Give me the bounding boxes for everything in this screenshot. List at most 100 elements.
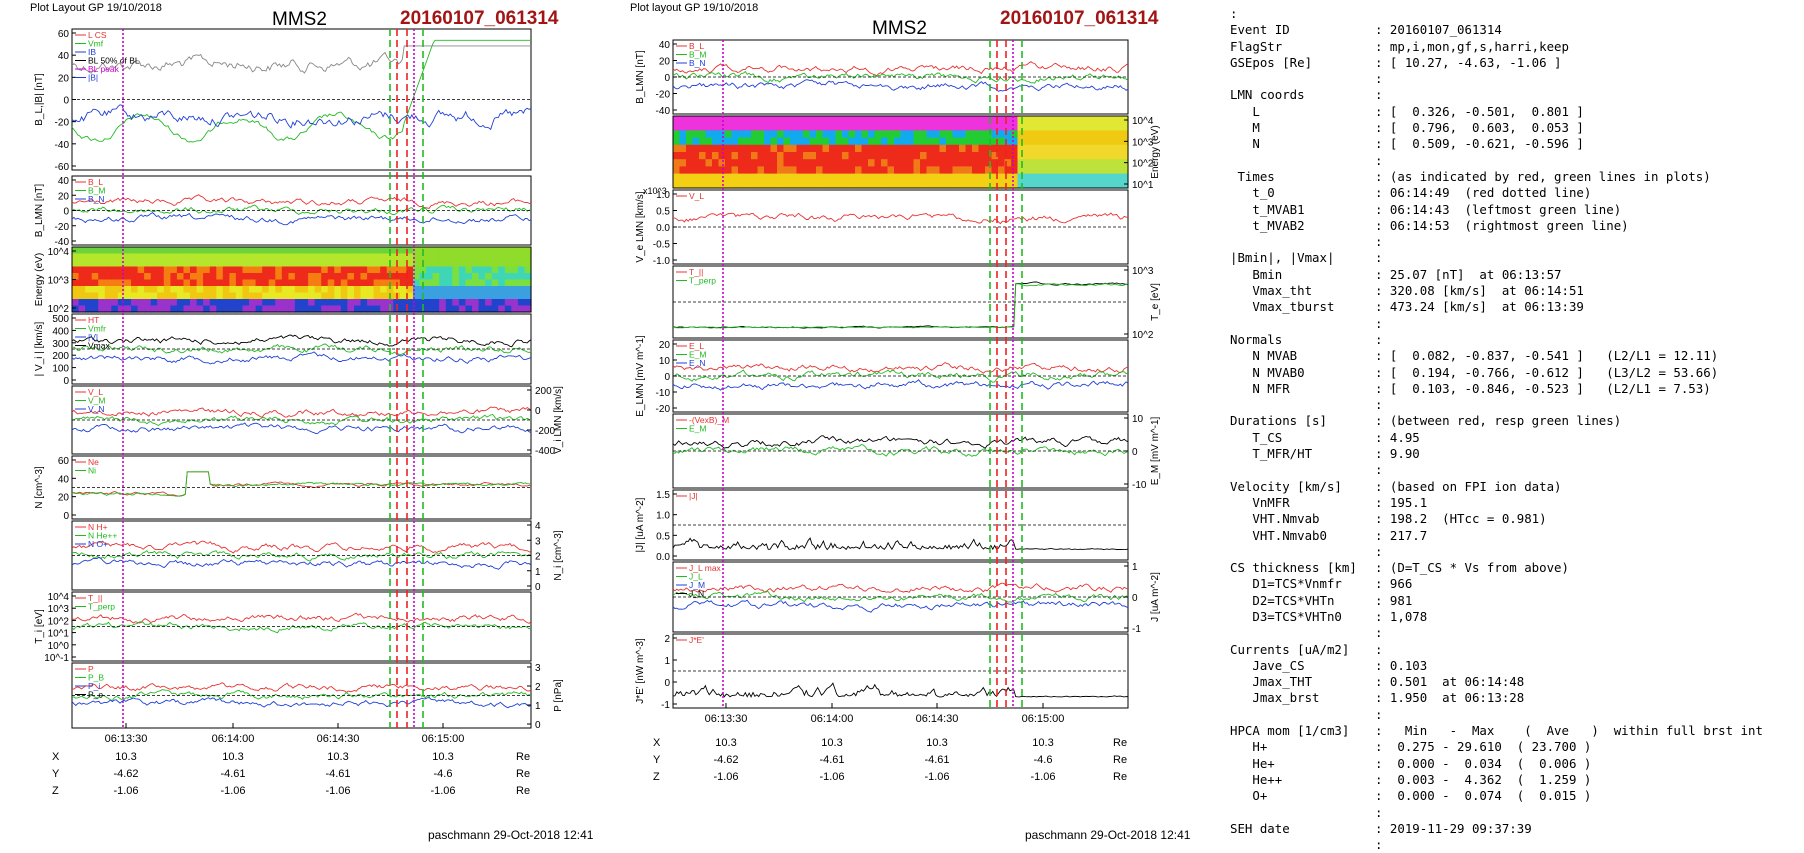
- spectrogram-cell: [268, 266, 276, 274]
- spectrogram-cell: [275, 253, 283, 261]
- series-line-0: [71, 406, 532, 418]
- spectrogram-cell: [1069, 152, 1077, 160]
- spectrogram-cell: [1063, 137, 1071, 146]
- spectrogram-cell: [262, 286, 270, 294]
- spectrogram-cell: [367, 253, 375, 261]
- y-tick-label: 10^2: [48, 304, 70, 315]
- spectrogram-cell: [699, 137, 707, 146]
- spectrogram-cell: [887, 137, 895, 146]
- spectrogram-cell: [393, 253, 401, 261]
- spectrogram-cell: [314, 286, 322, 294]
- spectrogram-cell: [439, 286, 447, 294]
- spectrogram-cell: [491, 247, 499, 255]
- spectrogram-cell: [432, 279, 440, 287]
- spectrogram-cell: [170, 305, 178, 313]
- spectrogram-cell: [367, 247, 375, 255]
- summary-value: : 2019-11-29 09:37:39: [1375, 820, 1532, 836]
- y-axis-label: B_LMN [nT]: [34, 184, 45, 238]
- spectrogram-cell: [835, 173, 843, 182]
- spectrogram-cell: [504, 286, 512, 294]
- spectrogram-cell: [887, 152, 895, 160]
- legend-entry: Vmfr: [88, 324, 106, 334]
- spectrogram-cell: [848, 152, 856, 160]
- spectrogram-cell: [426, 299, 434, 307]
- spectrogram-cell: [517, 305, 526, 313]
- spectrogram-cell: [288, 247, 296, 255]
- spectrogram-cell: [1108, 166, 1116, 175]
- legend-entry: P_i: [88, 681, 100, 691]
- spectrogram-cell: [504, 273, 512, 281]
- spectrogram-cell: [764, 152, 772, 160]
- spectrogram-cell: [751, 152, 759, 160]
- spectrogram-cell: [1115, 130, 1123, 139]
- y-tick-label: 1: [664, 656, 670, 667]
- spectrogram-cell: [757, 137, 765, 146]
- spectrogram-cell: [137, 299, 145, 307]
- summary-row: :: [1230, 805, 1804, 821]
- spectrogram-cell: [413, 305, 421, 313]
- spectrogram-cell: [1030, 166, 1038, 175]
- spectrogram-cell: [952, 137, 960, 146]
- spectrogram-cell: [1063, 116, 1071, 124]
- spectrogram-cell: [183, 305, 191, 313]
- spectrogram-cell: [432, 273, 440, 281]
- spectrogram-cell: [98, 286, 106, 294]
- summary-key: GSEpos [Re]: [1230, 54, 1313, 70]
- spectrogram-cell: [176, 266, 185, 274]
- spectrogram-cell: [1011, 152, 1019, 160]
- legend-entry: N H+: [88, 522, 108, 532]
- spectrogram-cell: [222, 247, 230, 255]
- x-tick-label: 06:13:30: [705, 713, 748, 725]
- legend-entry: IB: [88, 47, 96, 57]
- legend-entry: -(VexB)_M: [689, 415, 729, 425]
- spectrogram-cell: [881, 137, 889, 146]
- spectrogram-cell: [386, 299, 394, 307]
- spectrogram-cell: [1037, 137, 1045, 146]
- spectrogram-cell: [294, 286, 303, 294]
- spectrogram-cell: [822, 116, 830, 124]
- spectrogram-cell: [511, 247, 519, 255]
- y-tick-label: 200: [535, 386, 552, 397]
- spectrogram-cell: [1063, 166, 1071, 175]
- spectrogram-cell: [1024, 159, 1032, 167]
- spectrogram-cell: [124, 292, 132, 300]
- spectrogram-cell: [835, 159, 843, 167]
- spectrogram-cell: [85, 292, 93, 300]
- spectrogram-cell: [900, 152, 908, 160]
- spectrogram-cell: [452, 253, 460, 261]
- spectrogram-cell: [498, 266, 506, 274]
- spectrogram-cell: [991, 159, 999, 167]
- spectrogram-cell: [1037, 116, 1045, 124]
- spectrogram-cell: [972, 173, 980, 182]
- summary-value: : 0.000 - 0.074 ( 0.015 ): [1375, 788, 1592, 804]
- spectrogram-cell: [1030, 144, 1038, 153]
- summary-key: N: [1230, 136, 1260, 152]
- spectrogram-cell: [764, 123, 772, 131]
- spectrogram-cell: [117, 260, 126, 268]
- y-tick-label: 1: [1132, 562, 1138, 573]
- spectrogram-cell: [380, 247, 388, 255]
- spectrogram-cell: [314, 247, 322, 255]
- spectrogram-cell: [952, 166, 960, 175]
- spectrogram-cell: [855, 152, 863, 160]
- spectrogram-cell: [855, 180, 863, 189]
- summary-key: O+: [1230, 788, 1268, 804]
- spectrogram-cell: [445, 260, 453, 268]
- spectrogram-cell: [803, 137, 811, 146]
- y-tick-label: 10^3: [48, 604, 70, 615]
- spectrogram-cell: [498, 286, 506, 294]
- spectrogram-cell: [465, 253, 473, 261]
- spectrogram-cell: [458, 247, 467, 255]
- spectrogram-cell: [991, 173, 999, 182]
- spectrogram-cell: [900, 130, 908, 139]
- legend-entry: Ni: [88, 466, 96, 476]
- spectrogram-cell: [809, 180, 817, 189]
- spectrogram-cell: [751, 123, 759, 131]
- y-axis-label: B_LMN [nT]: [635, 50, 646, 104]
- spectrogram-cell: [679, 116, 687, 124]
- spectrogram-cell: [190, 253, 198, 261]
- spectrogram-cell: [1037, 180, 1045, 189]
- spectrogram-cell: [744, 130, 752, 139]
- spectrogram-cell: [183, 266, 191, 274]
- spectrogram-cell: [1115, 180, 1123, 189]
